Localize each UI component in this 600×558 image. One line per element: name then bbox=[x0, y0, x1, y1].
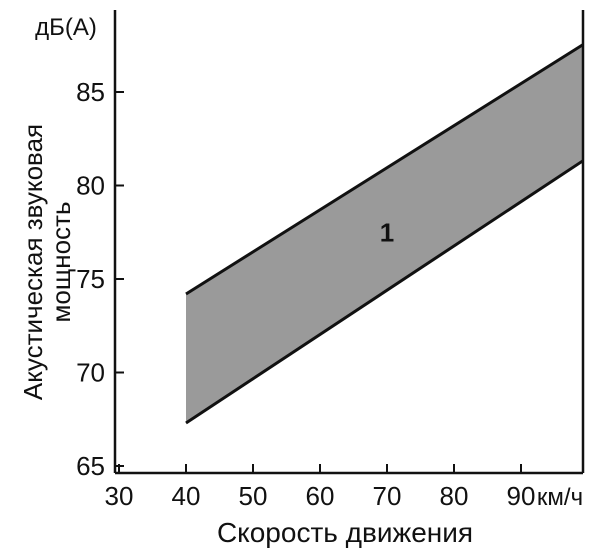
x-unit-label: км/ч bbox=[537, 484, 583, 511]
y-tick-label-80: 80 bbox=[76, 171, 105, 201]
ticks-layer: 65 70 75 80 85 30 40 50 60 70 80 90 bbox=[76, 77, 535, 511]
y-tick-label-85: 85 bbox=[76, 77, 105, 107]
x-axis-label: Скорость движения bbox=[217, 517, 473, 548]
y-unit-label: дБ(А) bbox=[35, 14, 97, 41]
y-axis-label-line1: Акустическая звуковая bbox=[18, 124, 48, 400]
y-tick-label-70: 70 bbox=[76, 358, 105, 388]
x-tick-label-60: 60 bbox=[306, 481, 335, 511]
annotations-layer: 1 bbox=[380, 217, 394, 247]
x-tick-label-80: 80 bbox=[440, 481, 469, 511]
band-label-1: 1 bbox=[380, 217, 394, 247]
y-tick-label-75: 75 bbox=[76, 264, 105, 294]
x-tick-label-30: 30 bbox=[105, 481, 134, 511]
band-upper-line-1 bbox=[185, 42, 583, 296]
x-tick-label-70: 70 bbox=[373, 481, 402, 511]
x-tick-label-40: 40 bbox=[172, 481, 201, 511]
band-area-1 bbox=[186, 44, 583, 423]
y-tick-label-65: 65 bbox=[76, 451, 105, 481]
x-tick-label-90: 90 bbox=[507, 481, 536, 511]
axes-layer bbox=[113, 10, 585, 475]
y-axis-label-line2: мощность bbox=[46, 202, 76, 323]
x-tick-label-50: 50 bbox=[239, 481, 268, 511]
band-layer bbox=[185, 42, 583, 425]
band-lower-line-1 bbox=[185, 158, 583, 425]
